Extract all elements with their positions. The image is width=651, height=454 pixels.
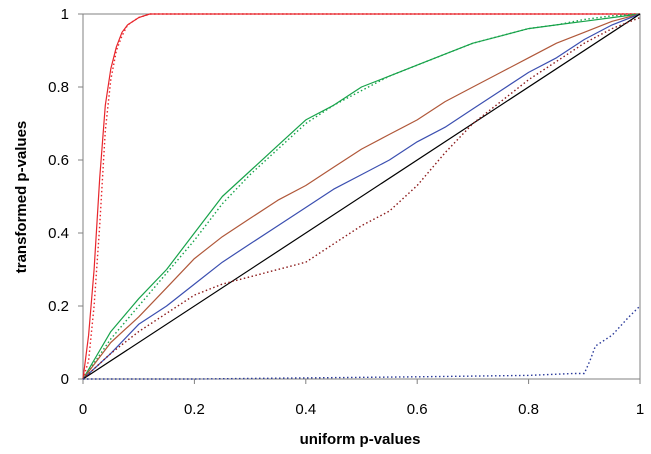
series-line-blue-solid: [82, 13, 641, 380]
x-tick-label: 0.8: [518, 401, 539, 418]
x-tick-label: 0.2: [184, 401, 205, 418]
x-tick-label: 1: [636, 401, 644, 418]
y-tick-label: 0.8: [48, 79, 69, 96]
x-tick-label: 0.6: [407, 401, 428, 418]
series-line-green-dotted: [82, 13, 641, 380]
series-line-dark_blue-dotted: [83, 305, 641, 380]
series-line-dark_red-dotted: [82, 16, 641, 380]
series-line-black-solid: [82, 13, 641, 380]
series-line-brown-solid: [82, 13, 641, 380]
y-axis-title: transformed p-values: [13, 121, 30, 274]
x-tick-label: 0: [79, 401, 87, 418]
tick-labels: 0 0.2 0.4 0.6 0.8 1 0 0.2 0.4 0.6 0.8 1: [48, 6, 644, 418]
series-layer: [82, 13, 641, 380]
y-tick-label: 0: [61, 371, 69, 388]
y-tick-label: 0.2: [48, 298, 69, 315]
x-tick-label: 0.4: [295, 401, 316, 418]
y-tick-label: 0.6: [48, 152, 69, 169]
y-tick-label: 0.4: [48, 225, 69, 242]
series-line-red-solid: [82, 13, 640, 380]
series-line-green-solid: [82, 13, 641, 380]
x-axis-title: uniform p-values: [300, 431, 421, 448]
y-tick-label: 1: [61, 6, 69, 23]
